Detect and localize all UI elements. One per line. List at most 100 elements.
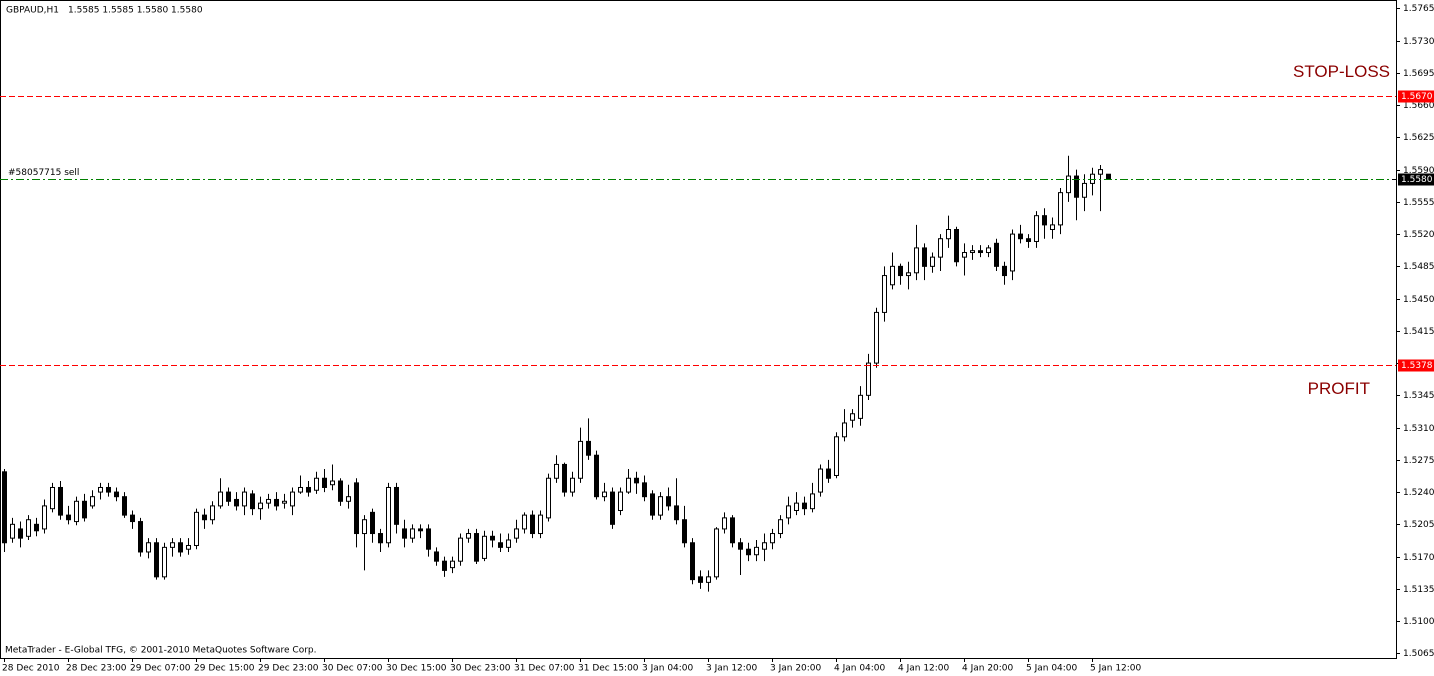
candle-body <box>1066 175 1071 194</box>
candle-body <box>266 498 271 504</box>
candle-body <box>866 362 871 396</box>
candle-body <box>786 505 791 519</box>
candle-body <box>674 505 679 521</box>
candle-body <box>858 394 863 419</box>
candle-body <box>970 250 975 254</box>
x-tick-label: 5 Jan 12:00 <box>1090 664 1142 674</box>
bid-price-label: 1.5580 <box>1401 175 1433 185</box>
candle-body <box>434 551 439 562</box>
candle-body <box>802 502 807 510</box>
candle-body <box>538 514 543 535</box>
candle-body <box>546 477 551 519</box>
x-tick-label: 3 Jan 12:00 <box>706 664 758 674</box>
x-tick-label: 31 Dec 07:00 <box>514 664 575 674</box>
candle-body <box>1098 169 1103 175</box>
candle-body <box>978 250 983 254</box>
candle-body <box>226 491 231 502</box>
candle-body <box>610 491 615 525</box>
candle-body <box>698 576 703 583</box>
y-tick-label: 1.5240 <box>1403 488 1434 498</box>
x-tick-label: 4 Jan 12:00 <box>898 664 950 674</box>
candle-body <box>442 560 447 571</box>
candle-body <box>466 533 471 539</box>
candle-body <box>410 528 415 539</box>
candle-body <box>290 491 295 507</box>
candle-body <box>402 528 407 539</box>
y-tick-label: 1.5205 <box>1403 520 1434 530</box>
x-tick-label: 30 Dec 23:00 <box>450 664 511 674</box>
candle-body <box>394 486 399 525</box>
candle-body <box>450 560 455 569</box>
candle-body <box>258 502 263 510</box>
candle-body <box>850 413 855 421</box>
candle-body <box>306 486 311 493</box>
level-price-box <box>1398 359 1434 372</box>
candle-body <box>754 546 759 556</box>
level-price-box <box>1398 90 1434 103</box>
y-tick-label: 1.5765 <box>1403 4 1434 14</box>
level-price-label: 1.5378 <box>1401 361 1433 371</box>
candle-body <box>202 514 207 521</box>
candle-body <box>778 519 783 535</box>
y-tick-label: 1.5135 <box>1403 585 1434 595</box>
candle-body <box>834 436 839 476</box>
y-tick-label: 1.5415 <box>1403 327 1434 337</box>
candle-body <box>562 463 567 493</box>
candle-body <box>338 480 343 502</box>
candle-body <box>818 468 823 493</box>
x-tick-label: 4 Jan 04:00 <box>834 664 886 674</box>
candle-body <box>578 440 583 479</box>
candle-body <box>530 514 535 535</box>
candle-body <box>66 514 71 521</box>
candle-body <box>458 537 463 562</box>
candle-body <box>154 542 159 578</box>
x-tick-label: 3 Jan 20:00 <box>770 664 822 674</box>
y-tick-label: 1.5730 <box>1403 37 1434 47</box>
x-tick-label: 3 Jan 04:00 <box>642 664 694 674</box>
x-tick-label: 29 Dec 15:00 <box>194 664 255 674</box>
candle-body <box>666 496 671 507</box>
candle-body <box>898 265 903 277</box>
candle-body <box>42 505 47 530</box>
y-tick-label: 1.5100 <box>1403 617 1434 627</box>
plot-frame <box>0 0 1397 659</box>
candle-body <box>26 519 31 537</box>
candle-body <box>626 477 631 493</box>
candle-body <box>602 491 607 498</box>
candle-body <box>682 519 687 544</box>
candle-body <box>554 463 559 479</box>
candle-body <box>874 311 879 364</box>
candle-body <box>114 491 119 498</box>
candle-body <box>1074 175 1079 198</box>
y-tick-label: 1.5695 <box>1403 69 1434 79</box>
candle-body <box>162 546 167 578</box>
candle-body <box>418 528 423 532</box>
y-tick-label: 1.5660 <box>1403 101 1434 111</box>
candle-body <box>186 545 191 550</box>
candle-body <box>1026 238 1031 242</box>
candle-body <box>914 247 919 274</box>
candle-body <box>690 542 695 581</box>
candle-body <box>362 519 367 535</box>
candle-body <box>98 486 103 493</box>
candle-body <box>1034 215 1039 242</box>
candle-body <box>242 491 247 507</box>
candle-body <box>170 542 175 548</box>
x-tick-label: 28 Dec 23:00 <box>66 664 127 674</box>
candle-body <box>994 242 999 267</box>
candle-body <box>946 228 951 240</box>
candle-body <box>330 480 335 486</box>
candle-body <box>634 477 639 484</box>
candle-body <box>1058 192 1063 226</box>
candle-body <box>106 486 111 493</box>
candle-body <box>282 500 287 504</box>
footer: MetaTrader - E-Global TFG, © 2001-2010 M… <box>5 646 317 656</box>
candle-body <box>586 440 591 456</box>
candle-body <box>130 514 135 523</box>
x-tick-label: 30 Dec 07:00 <box>322 664 383 674</box>
x-tick-label: 29 Dec 23:00 <box>258 664 319 674</box>
y-tick-label: 1.5555 <box>1403 198 1434 208</box>
candle-body <box>730 517 735 544</box>
